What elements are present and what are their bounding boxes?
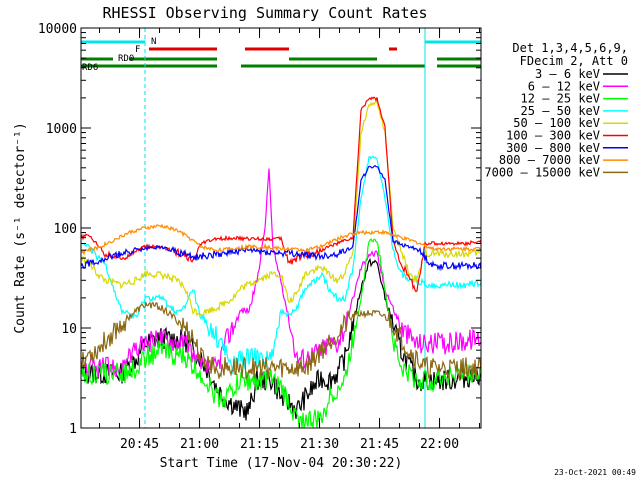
- legend-label-3: 25 – 50 keV: [521, 104, 600, 118]
- legend-label-4: 50 – 100 keV: [513, 116, 600, 130]
- legend-header-2: FDecim 2, Att 0: [520, 54, 628, 68]
- x-tick-label: 20:45: [120, 437, 159, 452]
- flag-label-f: F: [135, 45, 140, 55]
- axes: 1 10 100 1000 10000 20:45 21:00 21:15 21:30 21:45…: [38, 22, 482, 452]
- y-tick-label: 10000: [38, 22, 77, 37]
- y-tick-label: 10: [61, 322, 77, 337]
- legend-label-0: 3 – 6 keV: [535, 67, 600, 81]
- series-line-6: [81, 164, 481, 272]
- series-line-7: [81, 223, 481, 256]
- x-tick-label: 21:45: [360, 437, 399, 452]
- legend-label-5: 100 – 300 keV: [506, 129, 600, 143]
- x-tick-label: 21:15: [240, 437, 279, 452]
- series-line-5: [81, 96, 481, 293]
- legend-label-8: 7000 – 15000 keV: [484, 165, 600, 179]
- legend-label-7: 800 – 7000 keV: [499, 153, 600, 167]
- legend-label-2: 12 – 25 keV: [521, 92, 600, 106]
- chart-title: RHESSI Observing Summary Count Rates: [102, 4, 427, 22]
- y-tick-label: 100: [54, 222, 77, 237]
- flag-label-rd6: RD6: [82, 63, 98, 73]
- series-line-2: [81, 237, 481, 428]
- flag-label-n: N: [151, 37, 156, 47]
- x-axis-label: Start Time (17-Nov-04 20:30:22): [160, 456, 403, 471]
- series-line-0: [81, 257, 481, 421]
- series-line-8: [81, 300, 481, 381]
- y-axis-label: Count Rate (s⁻¹ detector⁻¹): [13, 122, 28, 333]
- legend-label-1: 6 – 12 keV: [528, 79, 600, 93]
- y-tick-label: 1000: [46, 122, 77, 137]
- series-line-4: [81, 101, 481, 317]
- x-tick-label: 21:30: [300, 437, 339, 452]
- y-tick-label: 1: [69, 422, 77, 437]
- x-tick-label: 22:00: [420, 437, 459, 452]
- legend-header-1: Det 1,3,4,5,6,9,: [512, 41, 628, 55]
- timestamp: 23-Oct-2021 00:49: [554, 468, 636, 477]
- x-tick-label: 21:00: [180, 437, 219, 452]
- legend-label-6: 300 – 800 keV: [506, 141, 600, 155]
- flag-label-rd0: RD0: [118, 54, 134, 64]
